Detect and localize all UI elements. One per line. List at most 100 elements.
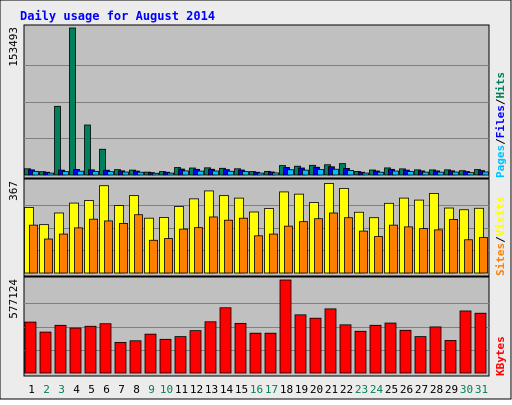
bar-kbytes-kbytes-day-31 [474,312,487,374]
day-label-17: 17 [265,383,278,396]
day-label-5: 5 [88,383,95,396]
panel-hits-legend-item-1: Pages [494,145,507,178]
bar-kbytes-kbytes-day-15 [234,322,247,374]
day-label-31: 31 [475,383,488,396]
bar-hits-hits-day-3 [54,105,61,176]
bar-visits-sites-day-5 [89,218,98,274]
bar-visits-sites-day-31 [479,237,488,274]
bar-kbytes-kbytes-day-24 [369,324,382,374]
bar-visits-sites-day-26 [404,226,413,274]
day-label-22: 22 [340,383,353,396]
bar-hits-pages-day-5 [92,170,99,176]
panel-hits-legend: Pages/Files/Hits [494,72,507,178]
day-label-13: 13 [205,383,218,396]
bar-visits-sites-day-14 [224,219,233,274]
bar-hits-pages-day-31 [482,171,489,176]
bar-hits-pages-day-21 [332,168,339,176]
day-label-12: 12 [190,383,203,396]
bar-visits-sites-day-30 [464,239,473,274]
bar-hits-pages-day-6 [107,171,114,176]
bar-hits-pages-day-9 [152,172,159,176]
bar-kbytes-kbytes-day-11 [174,336,187,374]
bar-kbytes-kbytes-day-8 [129,340,142,374]
bar-kbytes-kbytes-day-14 [219,307,232,374]
bar-visits-sites-day-23 [359,230,368,274]
bar-hits-pages-day-1 [32,170,39,176]
bar-visits-sites-day-28 [434,229,443,274]
bar-hits-pages-day-26 [407,171,414,176]
bar-hits-pages-day-30 [467,172,474,176]
day-label-29: 29 [445,383,458,396]
bar-kbytes-kbytes-day-7 [114,341,127,374]
bar-kbytes-kbytes-day-27 [414,336,427,374]
panel-hits-max-label: 153493 [7,27,20,67]
bar-hits-hits-day-4 [69,27,76,176]
bar-visits-sites-day-12 [194,227,203,274]
bar-hits-pages-day-13 [212,170,219,176]
day-label-23: 23 [355,383,368,396]
day-label-27: 27 [415,383,428,396]
bar-hits-pages-day-24 [377,171,384,176]
bar-visits-sites-day-22 [344,217,353,274]
panel-hits-legend-item-4: / [494,98,507,105]
day-label-25: 25 [385,383,398,396]
bar-visits-sites-day-24 [374,236,383,274]
bar-kbytes-kbytes-day-13 [204,321,217,374]
bar-visits-sites-day-3 [59,233,68,274]
day-label-6: 6 [103,383,110,396]
bar-hits-pages-day-14 [227,170,234,176]
bar-hits-hits-day-5 [84,124,91,176]
day-label-15: 15 [235,383,248,396]
bar-kbytes-kbytes-day-30 [459,310,472,374]
day-label-14: 14 [220,383,234,396]
bar-kbytes-kbytes-day-12 [189,330,202,374]
bar-visits-sites-day-2 [44,238,53,274]
bar-hits-pages-day-12 [197,170,204,176]
bar-visits-sites-day-1 [29,224,38,274]
bar-visits-sites-day-19 [299,221,308,274]
day-label-28: 28 [430,383,443,396]
bar-kbytes-kbytes-day-20 [309,317,322,374]
panel-visits-legend-item-1: Sites [494,243,507,276]
bar-hits-pages-day-10 [167,172,174,176]
bar-hits-pages-day-19 [302,169,309,176]
day-label-10: 10 [160,383,173,396]
panel-hits-background [23,24,490,179]
bar-visits-sites-day-15 [239,217,248,274]
day-label-3: 3 [58,383,65,396]
bar-kbytes-kbytes-day-28 [429,326,442,374]
bar-visits-sites-day-7 [119,223,128,274]
bar-kbytes-kbytes-day-2 [39,331,52,374]
bar-visits-sites-day-13 [209,216,218,274]
bar-hits-pages-day-4 [77,170,84,176]
day-label-11: 11 [175,383,188,396]
bar-kbytes-kbytes-day-19 [294,314,307,374]
day-label-7: 7 [118,383,125,396]
bar-visits-sites-day-9 [149,239,158,274]
bar-hits-pages-day-27 [422,171,429,176]
panel-visits-legend-item-3: Visits [494,197,507,237]
chart-title: Daily usage for August 2014 [20,9,215,23]
bar-hits-pages-day-17 [272,172,279,176]
bar-visits-sites-day-8 [134,214,143,274]
bar-hits-pages-day-16 [257,172,264,176]
day-label-2: 2 [43,383,50,396]
bar-hits-pages-day-8 [137,171,144,176]
day-label-26: 26 [400,383,413,396]
day-label-9: 9 [148,383,155,396]
bar-visits-sites-day-25 [389,224,398,274]
bar-visits-sites-day-27 [419,228,428,274]
bar-hits-pages-day-25 [392,170,399,176]
bar-kbytes-kbytes-day-26 [399,329,412,374]
bar-kbytes-kbytes-day-4 [69,327,82,374]
bar-kbytes-kbytes-day-5 [84,325,97,374]
panel-visits-legend: Sites/Visits [494,197,507,277]
day-label-24: 24 [370,383,384,396]
bar-hits-pages-day-7 [122,171,129,176]
day-label-20: 20 [310,383,323,396]
bar-visits-sites-day-20 [314,218,323,274]
bar-visits-sites-day-11 [179,228,188,274]
bar-hits-pages-day-11 [182,170,189,176]
bar-visits-sites-day-29 [449,219,458,274]
